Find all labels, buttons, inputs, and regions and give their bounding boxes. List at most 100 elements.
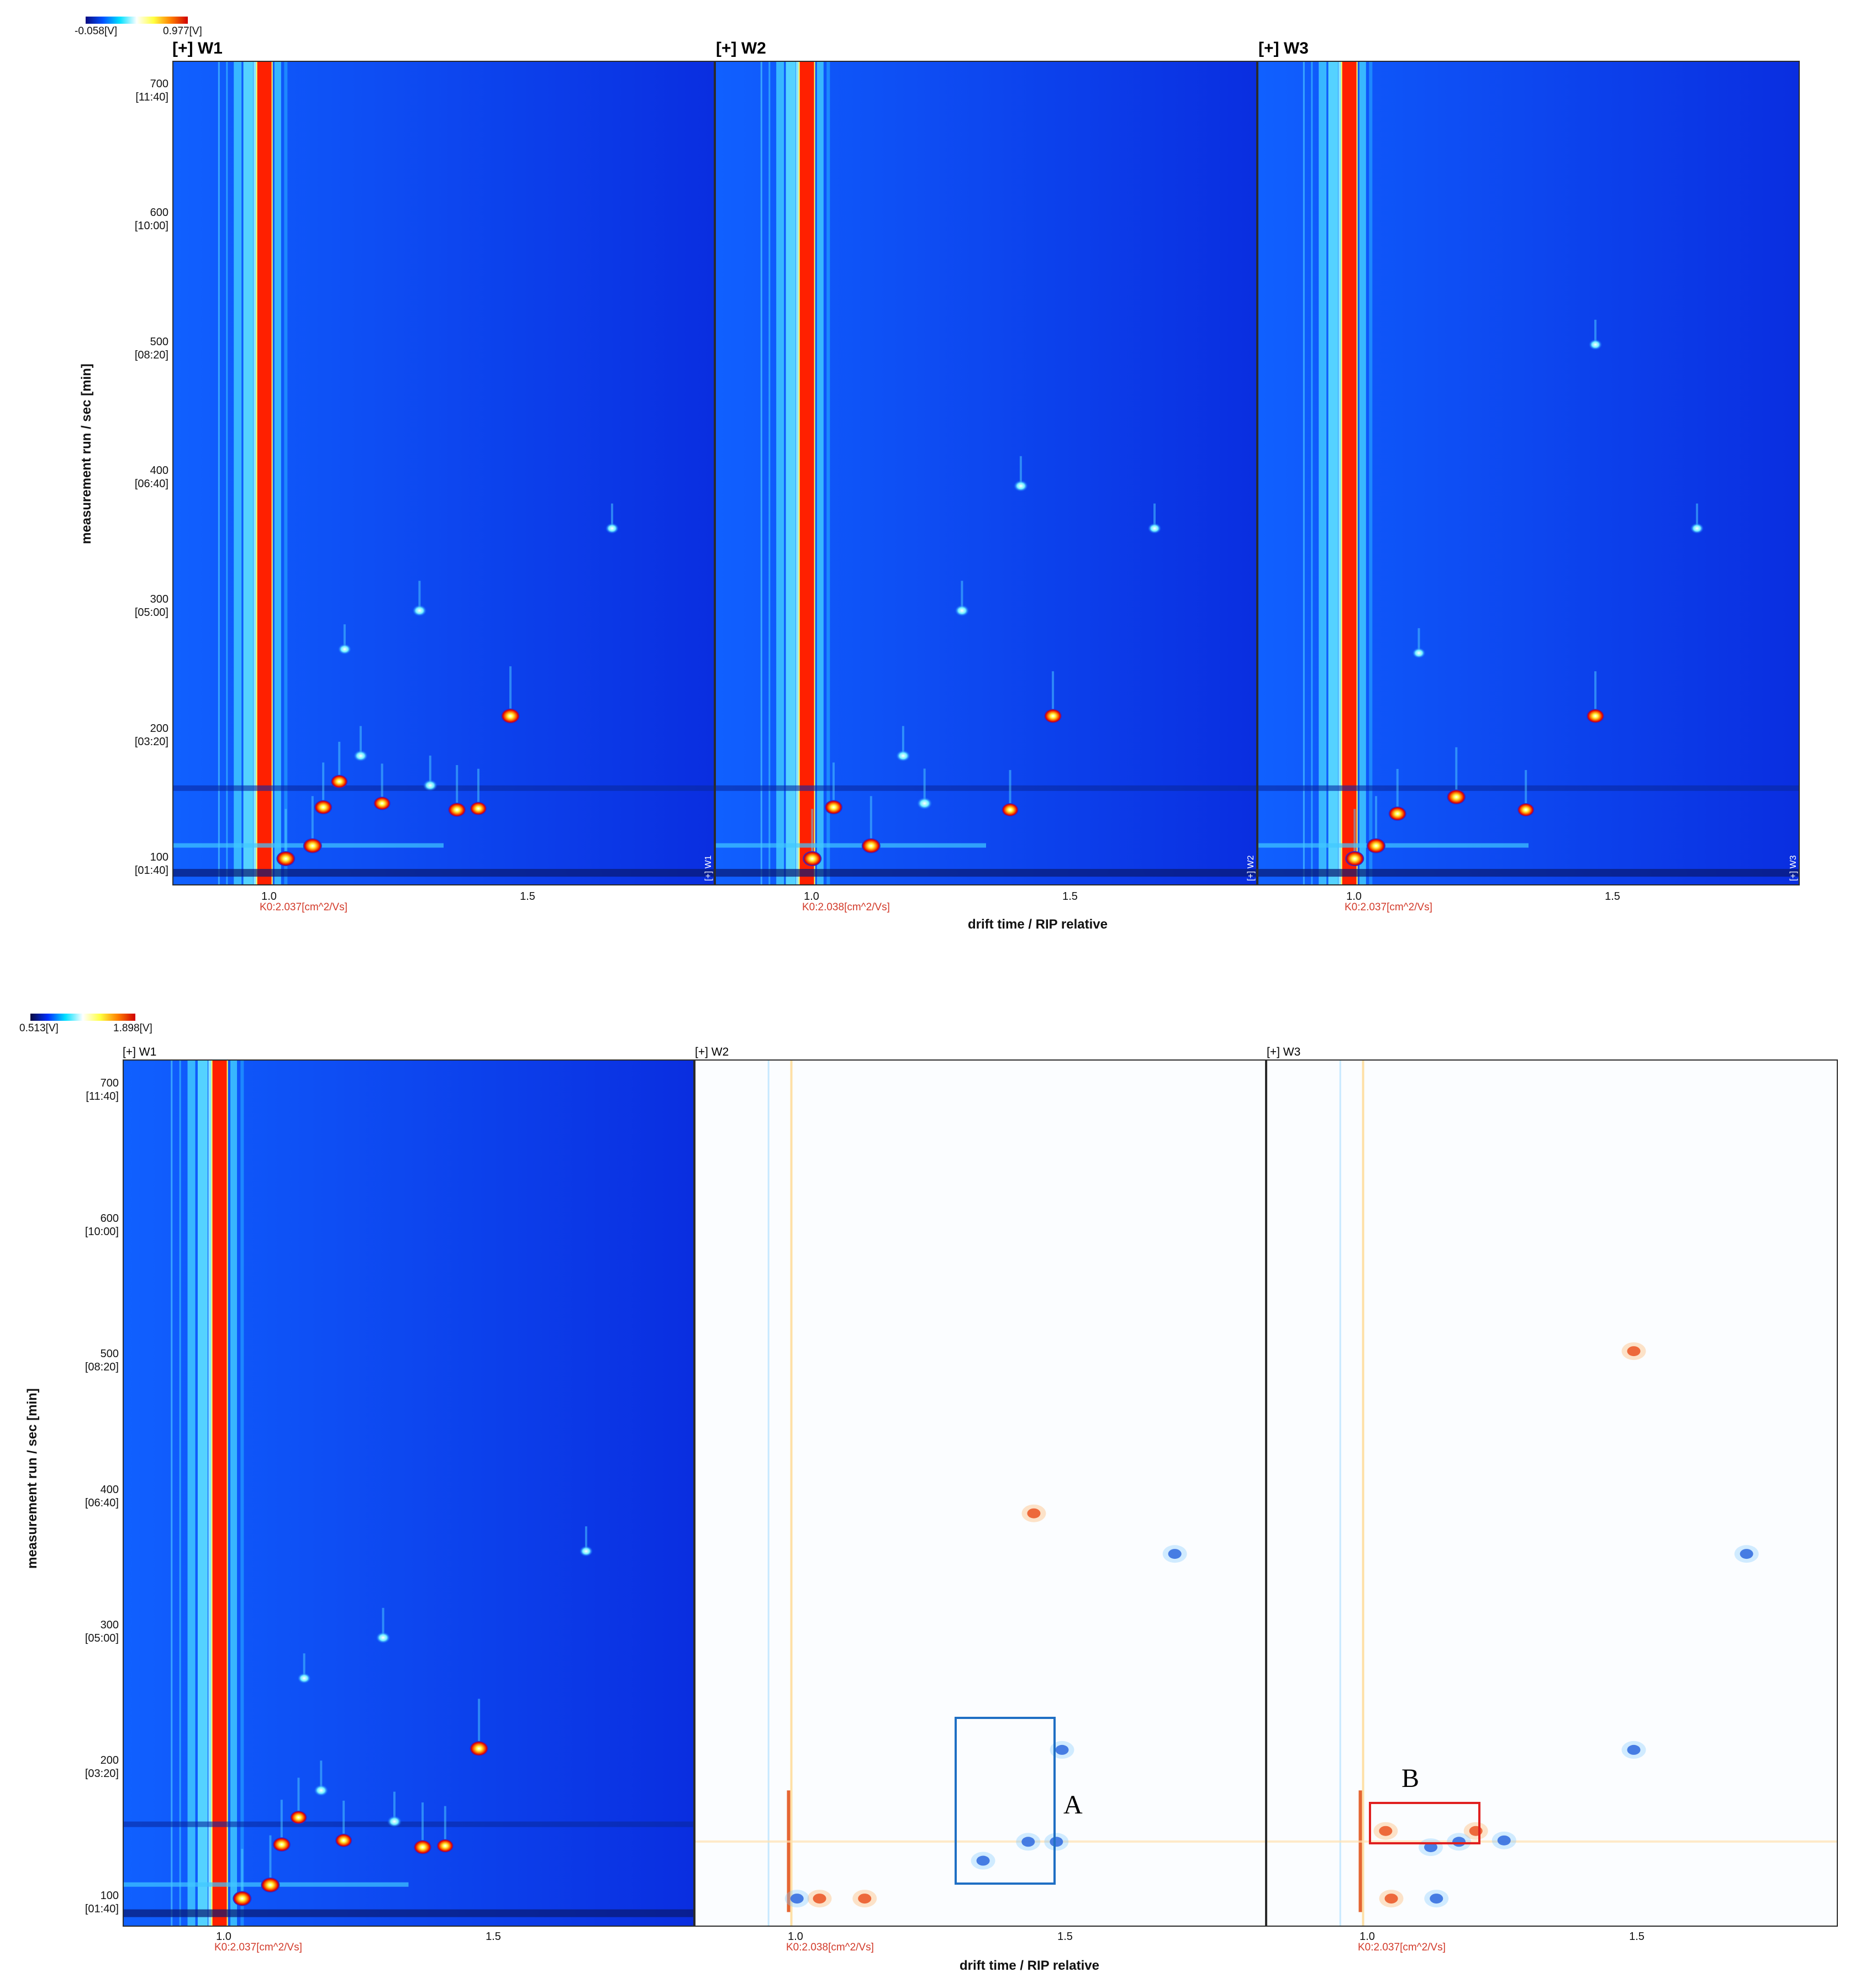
top-w2-streak-5: [816, 62, 824, 884]
top-panel-2-xtick-1: 1.0: [804, 890, 819, 903]
top-panel-2-title: [+] W2: [716, 39, 766, 57]
bottom-w2-svg: [695, 1061, 1265, 1926]
top-panel-1-title: [+] W1: [172, 39, 223, 57]
top-w3-peak-tail-6: [1525, 770, 1527, 810]
bottom-w1-peak-tail-8: [421, 1802, 424, 1848]
top-w2-streak-0: [760, 62, 762, 884]
top-w2-peak-4: [861, 838, 881, 853]
bottom-difference-w2: [694, 1059, 1266, 1927]
top-w3-peak-4: [1388, 806, 1406, 821]
top-w1-rip-edge-left: [256, 62, 257, 884]
top-w1-svg: [173, 62, 714, 884]
bottom-w3-spot-halo-6: [1447, 1833, 1472, 1851]
annotation-box-b: [1369, 1802, 1480, 1844]
bottom-w1-peak-tail-4: [297, 1778, 300, 1818]
top-w2-peak-tail-1: [1153, 503, 1156, 529]
top-w3-streak-6: [1369, 62, 1373, 884]
top-panel-3-xtick-2: 1.5: [1605, 890, 1620, 903]
top-w2-peak-3: [955, 604, 969, 617]
top-w3-band-92: [1258, 869, 1799, 877]
bottom-w3-background: [1267, 1061, 1837, 1926]
bottom-ytick-min-500: [08:20]: [85, 1361, 119, 1374]
top-ytick-600: 600: [150, 207, 168, 219]
top-panel-1-k0: K0:2.037[cm^2/Vs]: [260, 901, 347, 913]
top-heatmap-w3: [1257, 61, 1800, 885]
bottom-w1-peak-7: [335, 1833, 352, 1848]
top-w3-streak-0: [1303, 62, 1305, 884]
top-heatmap-w2: [715, 61, 1257, 885]
bottom-y-axis-label: measurement run / sec [min]: [25, 1388, 40, 1569]
bottom-w1-streak-0: [171, 1061, 173, 1926]
top-w2-peak-7: [1002, 803, 1019, 817]
bottom-w1-band-92: [124, 1909, 693, 1917]
top-panel-2-k0: K0:2.038[cm^2/Vs]: [802, 901, 890, 913]
bottom-w1-svg: [124, 1061, 693, 1926]
bottom-w1-streak-1: [179, 1061, 181, 1926]
top-ytick-500: 500: [150, 335, 168, 348]
top-w2-peak-tail-3: [961, 581, 963, 611]
top-ytick-300: 300: [150, 593, 168, 606]
bottom-panel-3-title: [+] W3: [1267, 1046, 1301, 1058]
top-ytick-min-400: [06:40]: [134, 478, 168, 490]
top-ytick-400: 400: [150, 465, 168, 477]
top-w2-peak-tail-9: [811, 809, 814, 859]
top-w2-streak-1: [768, 62, 771, 884]
bottom-w3-rip-low: [1358, 1790, 1362, 1912]
bottom-w2-spot-5: [976, 1855, 990, 1866]
top-w1-peak-tail-8: [456, 765, 459, 810]
top-w3-peak-tail-5: [1375, 796, 1378, 846]
bottom-w3-spot-halo-2: [1734, 1545, 1759, 1563]
top-w1-band-157: [173, 785, 714, 791]
top-w3-streak-2: [1319, 62, 1327, 884]
top-panel-3-xtick-1: 1.0: [1346, 890, 1362, 903]
top-w1-peak-tail-12: [284, 809, 287, 859]
top-w2-peak-tail-4: [869, 796, 872, 846]
bottom-panel-3-xtick-1: 1.0: [1359, 1931, 1375, 1943]
bottom-w2-spot-2: [1168, 1549, 1182, 1559]
bottom-w1-peak-4: [290, 1811, 307, 1824]
bottom-w1-peak-tail-1: [585, 1526, 588, 1552]
top-w2-peak-9: [803, 851, 822, 867]
top-w3-svg: [1258, 62, 1799, 884]
top-w2-peak-6: [916, 797, 932, 810]
bottom-panel-1-title: [+] W1: [123, 1046, 157, 1058]
top-w3-peak-6: [1517, 803, 1535, 817]
bottom-w1-peak-0: [470, 1741, 489, 1757]
top-w2-peak-5: [824, 800, 843, 815]
bottom-panel-3-k0: K0:2.037[cm^2/Vs]: [1358, 1942, 1446, 1953]
bottom-w1-peak-tail-7: [342, 1800, 345, 1841]
top-w3-peak-1: [1690, 523, 1704, 534]
top-w2-rip-edge-right: [814, 62, 815, 884]
top-w2-svg: [716, 62, 1256, 884]
top-w1-streak-0: [218, 62, 220, 884]
bottom-w2-band: [695, 1840, 1265, 1843]
bottom-w3-spot-9: [1430, 1894, 1443, 1904]
bottom-heatmap-w1: [123, 1059, 694, 1927]
top-w3-peak-tail-4: [1396, 769, 1399, 814]
bottom-w1-peak-tail-0: [478, 1699, 481, 1749]
top-w3-peak-0: [1586, 709, 1605, 724]
top-w2-rip-edge-left: [798, 62, 800, 884]
top-w1-peak-3: [338, 644, 352, 655]
top-heatmap-w1: [172, 61, 715, 885]
top-w3-peak-tail-7: [1417, 628, 1420, 653]
bottom-w3-spot-4: [1379, 1826, 1393, 1836]
top-panel-1-xtick-2: 1.5: [520, 890, 535, 903]
top-ytick-min-200: [03:20]: [134, 735, 168, 748]
bottom-w2-spot-halo-5: [971, 1852, 995, 1870]
top-w1-peak-9: [470, 801, 487, 815]
top-x-axis-label: drift time / RIP relative: [968, 917, 1108, 932]
annotation-label-b: B: [1401, 1764, 1420, 1793]
top-panel-1-side-tag: [+] W1: [704, 855, 713, 881]
bottom-w1-peak-tail-12: [241, 1849, 244, 1899]
top-ytick-100: 100: [150, 851, 168, 863]
bottom-w1-band-157: [124, 1821, 693, 1827]
bottom-w3-spot-8: [1384, 1894, 1398, 1904]
bottom-w2-spot-4: [1050, 1837, 1063, 1847]
top-w1-peak-tail-7: [381, 763, 383, 804]
top-w3-reactant-ion-peak: [1342, 62, 1357, 884]
bottom-panel-2-title: [+] W2: [695, 1046, 729, 1058]
bottom-panel-3-xtick-2: 1.5: [1629, 1931, 1645, 1943]
bottom-w1-peak-12: [233, 1891, 252, 1906]
bottom-w3-spot-halo-9: [1424, 1890, 1449, 1908]
